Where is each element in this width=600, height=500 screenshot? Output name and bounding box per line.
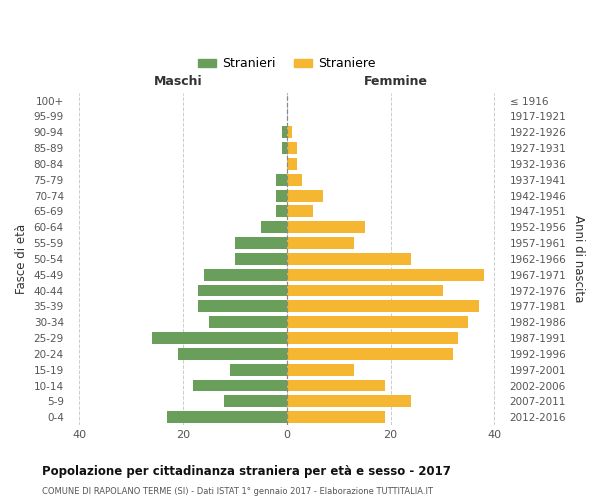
Y-axis label: Anni di nascita: Anni di nascita: [572, 215, 585, 302]
Bar: [287, 284, 443, 296]
Y-axis label: Fasce di età: Fasce di età: [15, 224, 28, 294]
Bar: [230, 364, 287, 376]
Legend: Stranieri, Straniere: Stranieri, Straniere: [193, 52, 380, 76]
Text: Femmine: Femmine: [364, 75, 428, 88]
Bar: [281, 126, 287, 138]
Bar: [224, 396, 287, 407]
Bar: [235, 237, 287, 249]
Bar: [287, 222, 365, 233]
Bar: [287, 174, 302, 186]
Bar: [287, 237, 354, 249]
Bar: [199, 284, 287, 296]
Bar: [261, 222, 287, 233]
Bar: [287, 206, 313, 218]
Bar: [287, 269, 484, 280]
Bar: [209, 316, 287, 328]
Bar: [287, 126, 292, 138]
Bar: [193, 380, 287, 392]
Bar: [287, 316, 469, 328]
Bar: [277, 190, 287, 202]
Bar: [287, 396, 412, 407]
Bar: [235, 253, 287, 265]
Bar: [152, 332, 287, 344]
Bar: [287, 412, 385, 423]
Bar: [178, 348, 287, 360]
Bar: [287, 380, 385, 392]
Text: COMUNE DI RAPOLANO TERME (SI) - Dati ISTAT 1° gennaio 2017 - Elaborazione TUTTIT: COMUNE DI RAPOLANO TERME (SI) - Dati IST…: [42, 488, 433, 496]
Bar: [287, 300, 479, 312]
Bar: [287, 332, 458, 344]
Bar: [199, 300, 287, 312]
Bar: [281, 142, 287, 154]
Bar: [287, 142, 297, 154]
Bar: [287, 364, 354, 376]
Bar: [203, 269, 287, 280]
Bar: [287, 253, 412, 265]
Text: Popolazione per cittadinanza straniera per età e sesso - 2017: Popolazione per cittadinanza straniera p…: [42, 465, 451, 478]
Bar: [287, 158, 297, 170]
Bar: [287, 190, 323, 202]
Bar: [287, 348, 453, 360]
Bar: [277, 174, 287, 186]
Bar: [167, 412, 287, 423]
Bar: [277, 206, 287, 218]
Text: Maschi: Maschi: [154, 75, 202, 88]
